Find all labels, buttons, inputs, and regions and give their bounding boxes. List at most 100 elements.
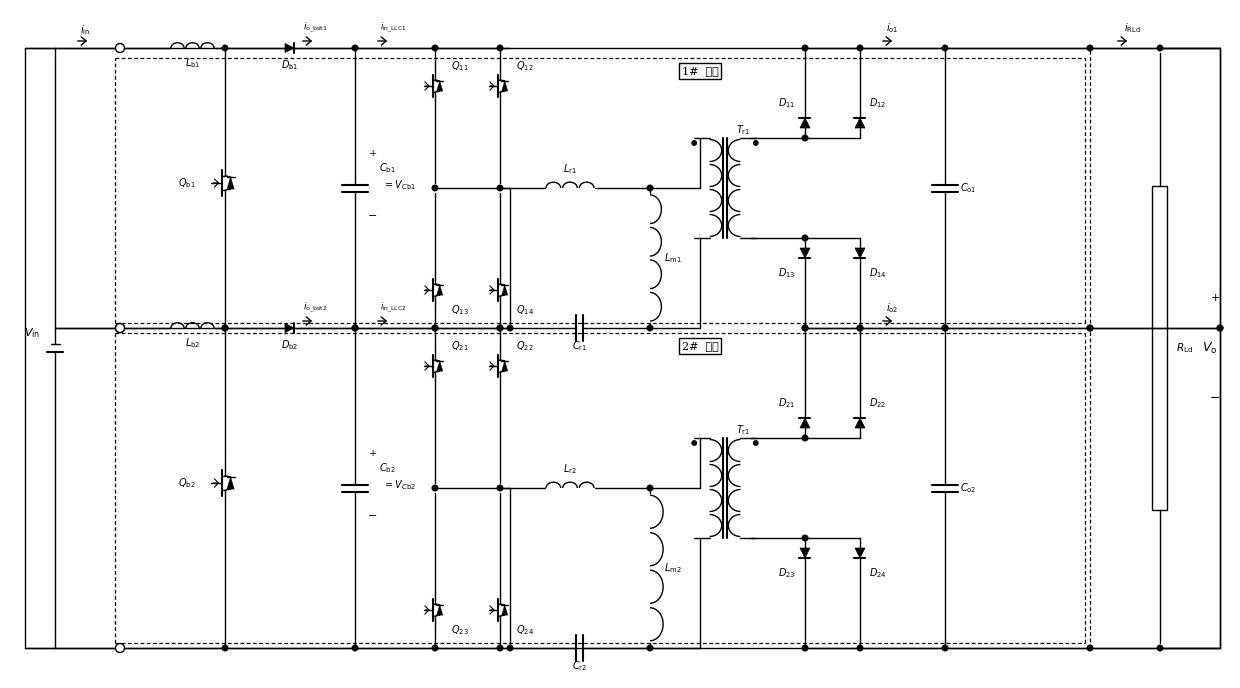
Polygon shape: [800, 548, 810, 558]
Text: $D_{12}$: $D_{12}$: [869, 96, 887, 110]
Text: $i_{\rm RLd}$: $i_{\rm RLd}$: [1123, 21, 1141, 35]
Text: $Q_{12}$: $Q_{12}$: [516, 59, 533, 73]
Circle shape: [802, 436, 807, 441]
Circle shape: [507, 325, 513, 331]
Polygon shape: [502, 81, 508, 91]
Text: $C_{\rm o2}$: $C_{\rm o2}$: [960, 481, 976, 495]
Text: +: +: [368, 449, 377, 458]
Circle shape: [857, 645, 863, 651]
Circle shape: [433, 645, 438, 651]
Text: −: −: [1210, 391, 1220, 405]
Polygon shape: [502, 361, 508, 371]
Text: $Q_{11}$: $Q_{11}$: [451, 59, 469, 73]
Polygon shape: [800, 118, 810, 128]
Text: $D_{\rm b1}$: $D_{\rm b1}$: [280, 58, 299, 72]
Circle shape: [647, 485, 652, 491]
Text: $Q_{\rm b2}$: $Q_{\rm b2}$: [179, 476, 196, 490]
Text: −: −: [368, 511, 378, 521]
Text: −: −: [368, 211, 378, 221]
Circle shape: [497, 45, 502, 51]
Polygon shape: [285, 43, 294, 52]
Polygon shape: [436, 285, 443, 295]
Circle shape: [497, 185, 502, 191]
Circle shape: [754, 141, 758, 145]
Polygon shape: [227, 477, 234, 489]
Text: $Q_{23}$: $Q_{23}$: [451, 623, 469, 637]
Circle shape: [222, 325, 228, 331]
Circle shape: [507, 645, 513, 651]
Circle shape: [802, 45, 807, 51]
Text: $Q_{24}$: $Q_{24}$: [516, 623, 534, 637]
Polygon shape: [502, 605, 508, 615]
Circle shape: [497, 485, 502, 491]
Circle shape: [352, 325, 358, 331]
Text: $D_{22}$: $D_{22}$: [869, 396, 887, 410]
Text: $=V_{C{\rm b2}}$: $=V_{C{\rm b2}}$: [383, 478, 417, 492]
Circle shape: [857, 325, 863, 331]
Circle shape: [692, 441, 697, 445]
Polygon shape: [856, 118, 866, 128]
Bar: [1152, 186, 1168, 510]
Circle shape: [115, 323, 124, 332]
Circle shape: [433, 185, 438, 191]
Text: $Q_{21}$: $Q_{21}$: [451, 339, 469, 353]
Circle shape: [222, 45, 228, 51]
Text: $C_{\rm r1}$: $C_{\rm r1}$: [573, 339, 588, 353]
Text: $T_{\rm r1}$: $T_{\rm r1}$: [735, 423, 750, 437]
Text: $L_{\rm r1}$: $L_{\rm r1}$: [563, 162, 577, 176]
Polygon shape: [502, 285, 508, 295]
Text: +: +: [1210, 293, 1220, 303]
Circle shape: [222, 325, 228, 331]
Text: $D_{11}$: $D_{11}$: [779, 96, 796, 110]
Text: $T_{\rm r1}$: $T_{\rm r1}$: [735, 123, 750, 137]
Circle shape: [1157, 645, 1163, 651]
Circle shape: [352, 45, 358, 51]
Circle shape: [433, 325, 438, 331]
Circle shape: [802, 645, 807, 651]
Text: $L_{\rm r2}$: $L_{\rm r2}$: [563, 462, 577, 476]
Circle shape: [692, 141, 697, 145]
Circle shape: [802, 136, 807, 141]
Polygon shape: [800, 248, 810, 258]
Circle shape: [857, 45, 863, 51]
Text: $D_{23}$: $D_{23}$: [779, 566, 796, 580]
Circle shape: [942, 645, 947, 651]
Circle shape: [802, 235, 807, 241]
Polygon shape: [436, 605, 443, 615]
Circle shape: [497, 325, 502, 331]
Text: $i_{\rm in\_LLC1}$: $i_{\rm in\_LLC1}$: [379, 21, 407, 35]
Text: $i_{\rm in}$: $i_{\rm in}$: [79, 23, 91, 37]
Circle shape: [942, 45, 947, 51]
Text: +: +: [368, 149, 377, 158]
Polygon shape: [856, 548, 866, 558]
Polygon shape: [227, 177, 234, 189]
Text: $C_{\rm b2}$: $C_{\rm b2}$: [378, 461, 396, 475]
Circle shape: [1087, 45, 1092, 51]
Text: $C_{\rm b1}$: $C_{\rm b1}$: [378, 161, 396, 175]
Text: $i_{\rm o2}$: $i_{\rm o2}$: [885, 301, 898, 315]
Text: $L_{\rm b1}$: $L_{\rm b1}$: [185, 56, 200, 70]
Text: 2#  模块: 2# 模块: [682, 341, 718, 351]
Circle shape: [115, 643, 124, 652]
Text: $L_{\rm b2}$: $L_{\rm b2}$: [185, 336, 200, 350]
Text: $V_{\rm o}$: $V_{\rm o}$: [1203, 341, 1218, 356]
Text: $Q_{14}$: $Q_{14}$: [516, 303, 534, 317]
Text: $=V_{C{\rm b1}}$: $=V_{C{\rm b1}}$: [383, 178, 417, 192]
Circle shape: [115, 43, 124, 52]
Circle shape: [647, 185, 652, 191]
Polygon shape: [856, 248, 866, 258]
Text: $i_{\rm o\_bst1}$: $i_{\rm o\_bst1}$: [303, 21, 327, 35]
Circle shape: [352, 325, 358, 331]
Polygon shape: [436, 81, 443, 91]
Text: $D_{24}$: $D_{24}$: [869, 566, 887, 580]
Polygon shape: [285, 323, 294, 332]
Circle shape: [802, 325, 807, 331]
Circle shape: [497, 645, 502, 651]
Text: $Q_{\rm b1}$: $Q_{\rm b1}$: [179, 176, 196, 190]
Circle shape: [942, 325, 947, 331]
Circle shape: [1087, 325, 1092, 331]
Circle shape: [647, 325, 652, 331]
Text: $D_{\rm b2}$: $D_{\rm b2}$: [280, 338, 298, 352]
Text: 1#  模块: 1# 模块: [682, 66, 718, 76]
Circle shape: [754, 441, 758, 445]
